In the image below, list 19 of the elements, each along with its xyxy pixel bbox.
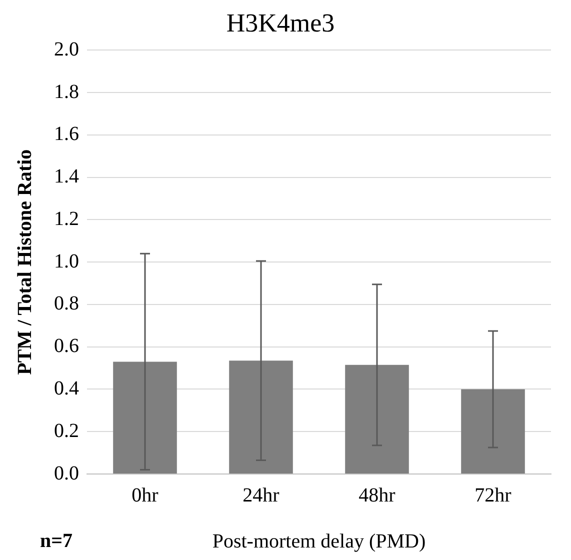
x-tick-label: 24hr bbox=[242, 484, 280, 506]
y-tick-label: 1.6 bbox=[54, 123, 79, 146]
x-tick-label: 0hr bbox=[132, 484, 159, 506]
y-tick-label: 0.4 bbox=[54, 377, 79, 400]
y-tick-label: 0.8 bbox=[54, 292, 79, 315]
x-tick-label: 72hr bbox=[474, 484, 512, 506]
text: n=7 bbox=[40, 530, 73, 552]
y-tick-label: 0.0 bbox=[54, 462, 79, 484]
y-tick-label: 1.4 bbox=[54, 166, 79, 188]
y-tick-label: 1.8 bbox=[54, 80, 79, 103]
y-tick-label: 1.2 bbox=[54, 208, 79, 230]
y-tick-label: 0.2 bbox=[54, 420, 79, 442]
y-tick-label: 0.6 bbox=[54, 335, 79, 358]
x-axis-title: Post-mortem delay (PMD) bbox=[212, 530, 426, 552]
y-axis-title: PTM / Total Histone Ratio bbox=[14, 149, 36, 375]
y-tick-label: 2.0 bbox=[54, 38, 79, 60]
x-tick-label: 48hr bbox=[358, 484, 396, 506]
y-tick-label: 1.0 bbox=[54, 250, 79, 272]
chart-title: H3K4me3 bbox=[226, 8, 335, 38]
